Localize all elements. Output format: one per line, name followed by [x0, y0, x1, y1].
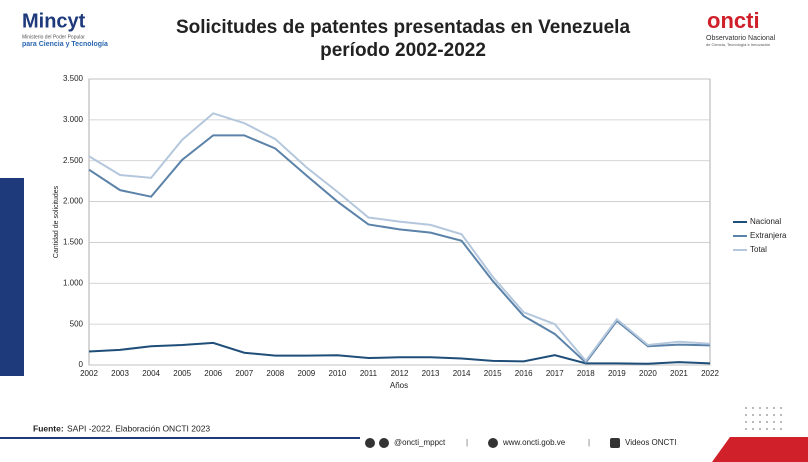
- x-tick-label: 2002: [80, 369, 98, 378]
- side-bar: [0, 178, 24, 376]
- x-tick-label: 2008: [266, 369, 284, 378]
- left-logo: Mincyt: [22, 10, 86, 32]
- y-tick-label: 3.000: [63, 115, 84, 124]
- dot: [752, 407, 754, 409]
- right-logo: oncti: [707, 8, 760, 33]
- dot: [773, 414, 775, 416]
- x-tick-label: 2003: [111, 369, 129, 378]
- x-tick-label: 2009: [297, 369, 315, 378]
- dot: [766, 428, 768, 430]
- dot: [780, 428, 782, 430]
- instagram-icon: [365, 438, 375, 448]
- x-tick-label: 2006: [204, 369, 222, 378]
- dot: [773, 428, 775, 430]
- x-axis-label: Años: [390, 381, 408, 390]
- dot: [745, 414, 747, 416]
- y-tick-label: 0: [79, 360, 84, 369]
- separator: |: [466, 438, 468, 447]
- social-handle: @oncti_mppct: [394, 438, 446, 447]
- left-logo-line: Ministerio del Poder Popular: [22, 34, 85, 40]
- chart-title: Solicitudes de patentes presentadas en V…: [176, 17, 630, 38]
- x-tick-label: 2018: [577, 369, 595, 378]
- dot: [745, 407, 747, 409]
- y-tick-label: 500: [70, 319, 84, 328]
- right-logo-line: Observatorio Nacional: [706, 35, 776, 42]
- dot: [752, 421, 754, 423]
- dot: [766, 407, 768, 409]
- y-tick-label: 2.500: [63, 156, 84, 165]
- left-logo-line: para Ciencia y Tecnología: [22, 41, 108, 48]
- twitter-icon: [379, 438, 389, 448]
- x-tick-label: 2019: [608, 369, 626, 378]
- corner-decoration: [712, 437, 808, 462]
- y-tick-label: 1.500: [63, 238, 84, 247]
- dot: [773, 421, 775, 423]
- legend-label: Nacional: [750, 217, 781, 226]
- legend-label: Extranjera: [750, 231, 787, 240]
- source-text: SAPI -2022. Elaboración ONCTI 2023: [67, 423, 210, 433]
- dot: [745, 421, 747, 423]
- videos-link: Videos ONCTI: [625, 438, 676, 447]
- x-tick-label: 2004: [142, 369, 160, 378]
- y-tick-label: 1.000: [63, 278, 84, 287]
- dot: [759, 414, 761, 416]
- x-tick-label: 2012: [391, 369, 409, 378]
- x-tick-label: 2005: [173, 369, 191, 378]
- dot: [780, 407, 782, 409]
- x-tick-label: 2013: [422, 369, 440, 378]
- right-logo-line: de Ciencia, Tecnología e Innovación: [706, 42, 770, 47]
- y-axis-label: Cantidad de solicitudes: [53, 185, 60, 258]
- x-tick-label: 2016: [515, 369, 533, 378]
- dot: [759, 428, 761, 430]
- legend-label: Total: [750, 245, 767, 254]
- x-tick-label: 2021: [670, 369, 688, 378]
- dot: [752, 428, 754, 430]
- dot: [759, 421, 761, 423]
- dot: [780, 421, 782, 423]
- dot-pattern: [745, 407, 782, 430]
- dot: [759, 407, 761, 409]
- dot: [773, 407, 775, 409]
- x-tick-label: 2015: [484, 369, 502, 378]
- chart-subtitle: período 2002-2022: [320, 40, 486, 61]
- source-label: Fuente:: [33, 423, 64, 433]
- y-tick-label: 2.000: [63, 197, 84, 206]
- x-tick-label: 2014: [453, 369, 471, 378]
- video-icon: [610, 438, 620, 448]
- x-tick-label: 2017: [546, 369, 564, 378]
- y-tick-label: 3.500: [63, 74, 84, 83]
- x-tick-label: 2020: [639, 369, 657, 378]
- line-series: [88, 341, 711, 365]
- dot: [766, 421, 768, 423]
- x-tick-label: 2010: [329, 369, 347, 378]
- web-icon: [488, 438, 498, 448]
- separator: |: [588, 438, 590, 447]
- dot: [745, 428, 747, 430]
- x-tick-label: 2022: [701, 369, 719, 378]
- dot: [780, 414, 782, 416]
- dot: [766, 414, 768, 416]
- line-series: [88, 112, 711, 363]
- website: www.oncti.gob.ve: [502, 438, 566, 447]
- x-tick-label: 2007: [235, 369, 253, 378]
- x-tick-label: 2011: [360, 369, 378, 378]
- dot: [752, 414, 754, 416]
